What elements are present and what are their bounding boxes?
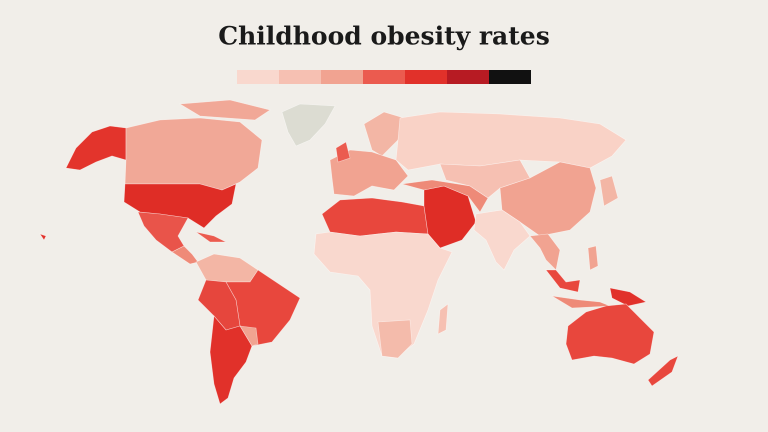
legend-swatch [363,70,405,84]
turkey-iran [401,179,489,213]
philippines [587,245,599,271]
caribbean [195,231,227,243]
greenland [281,103,336,147]
legend-swatch [321,70,363,84]
madagascar [437,303,449,335]
hawaii [39,233,47,241]
australia [565,303,655,365]
western-europe [329,149,409,197]
sub-saharan-africa [313,231,453,359]
legend-swatch [447,70,489,84]
south-asia [473,209,531,271]
central-america [171,245,199,265]
argentina-chile [209,315,253,405]
southern-africa [377,319,413,359]
legend-swatch [237,70,279,84]
arctic-islands [179,99,271,121]
uk [335,141,351,163]
new-zealand [647,355,679,387]
alaska [65,125,127,171]
canada [124,117,263,191]
malaysia [545,269,581,293]
paraguay-uruguay [239,325,259,347]
legend-swatch [279,70,321,84]
world-map [39,99,679,405]
legend-swatch [405,70,447,84]
legend [237,70,531,84]
legend-swatch [489,70,531,84]
title: Childhood obesity rates [218,22,550,51]
japan-korea [599,175,619,207]
north-africa [321,197,429,237]
usa [123,183,237,229]
papua [609,287,647,307]
indonesia [551,295,611,309]
